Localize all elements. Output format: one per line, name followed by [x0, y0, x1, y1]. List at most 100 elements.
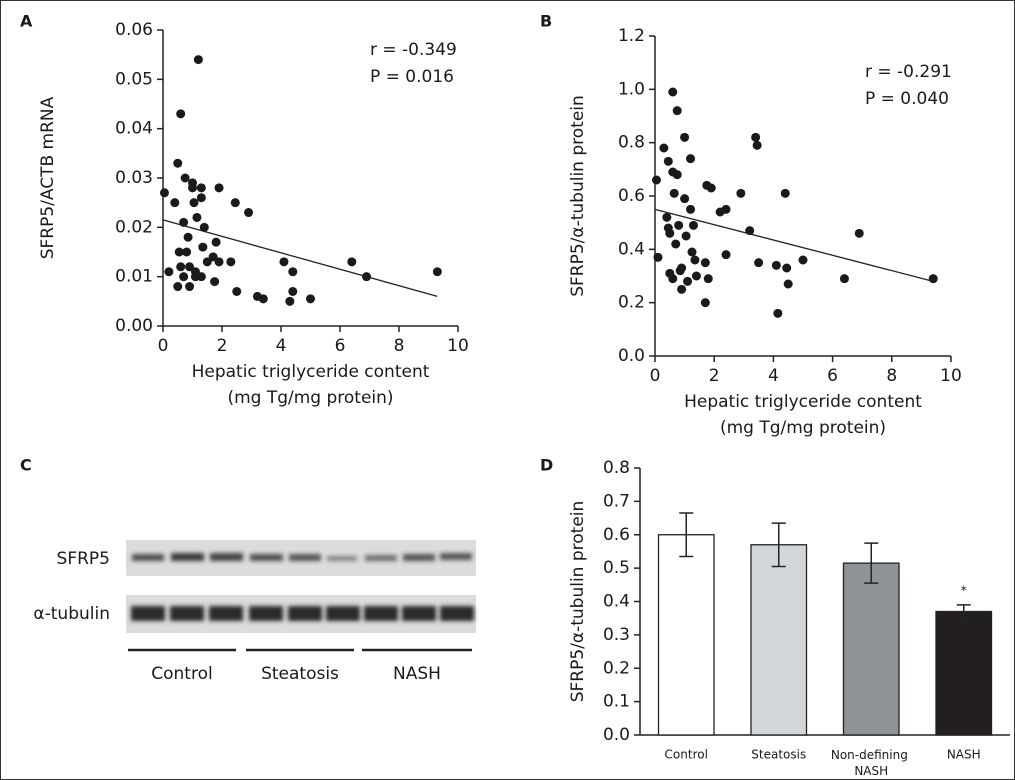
- point: [208, 252, 218, 262]
- y-tick-label: 0.06: [115, 20, 153, 40]
- point: [736, 188, 746, 198]
- x-tick-label: NASH: [947, 748, 981, 762]
- trend-line: [654, 208, 934, 282]
- panel-label: A: [20, 12, 33, 31]
- x-tick-label: 8: [394, 336, 405, 356]
- point: [210, 277, 220, 287]
- point: [183, 232, 193, 242]
- point: [706, 183, 716, 193]
- y-tick-label: 0.01: [115, 267, 153, 287]
- group-label: Control: [151, 664, 212, 684]
- point: [665, 228, 675, 238]
- blot-row-label: α-tubulin: [33, 604, 110, 624]
- point: [773, 308, 783, 318]
- x-tick-label: 10: [447, 336, 469, 356]
- x-tick-label: 0: [650, 366, 661, 386]
- y-axis-title: SFRP5/α-tubulin protein: [568, 501, 588, 703]
- x-tick-label: 0: [158, 336, 169, 356]
- point: [170, 198, 180, 208]
- point: [680, 194, 690, 204]
- error-bar: [956, 604, 971, 619]
- blot-row-label: SFRP5: [57, 549, 110, 569]
- point: [798, 255, 808, 265]
- point: [173, 158, 183, 168]
- point: [686, 204, 696, 214]
- y-tick-label: 0.1: [603, 692, 630, 712]
- point: [754, 258, 764, 268]
- x-axis-title: (mg Tg/mg protein): [720, 418, 886, 438]
- y-tick-label: 0.2: [603, 658, 630, 678]
- point: [782, 263, 792, 273]
- point: [258, 294, 268, 304]
- point: [347, 257, 357, 267]
- point: [306, 294, 315, 304]
- point: [180, 173, 190, 183]
- bar: [935, 610, 993, 736]
- x-tick-label: 6: [827, 366, 838, 386]
- group-label: Steatosis: [261, 664, 339, 684]
- point: [193, 55, 203, 65]
- point: [432, 267, 442, 277]
- point: [700, 298, 710, 308]
- point: [285, 296, 295, 306]
- point: [668, 87, 678, 97]
- point: [839, 274, 849, 284]
- point: [854, 228, 864, 238]
- blot-bands: [131, 553, 474, 621]
- x-tick-label: Steatosis: [751, 748, 806, 762]
- point: [672, 170, 682, 180]
- x-tick-label: 10: [940, 366, 962, 386]
- y-tick-label: 0.05: [115, 69, 153, 89]
- x-tick-label: 6: [335, 336, 346, 356]
- point: [674, 220, 684, 230]
- point: [688, 220, 698, 230]
- error-bar: [864, 542, 879, 584]
- point: [189, 198, 199, 208]
- y-tick-label: 0.7: [603, 491, 630, 511]
- panel-label: C: [20, 456, 32, 475]
- point: [279, 257, 289, 267]
- point: [783, 279, 793, 289]
- point: [159, 188, 169, 198]
- point: [185, 282, 195, 292]
- annotation: r = -0.349: [370, 40, 457, 60]
- y-tick-label: 0.02: [115, 217, 153, 237]
- annotation: P = 0.040: [865, 89, 949, 109]
- point: [164, 267, 174, 277]
- y-tick-label: 0.00: [115, 316, 153, 336]
- y-tick-label: 0.4: [603, 592, 630, 612]
- point: [671, 239, 681, 249]
- y-tick-label: 0.0: [618, 346, 645, 366]
- y-tick-label: 1.0: [618, 79, 645, 99]
- y-tick-label: 0.8: [603, 458, 630, 478]
- point: [244, 208, 254, 218]
- x-axis-title: Hepatic triglyceride content: [192, 362, 430, 382]
- y-tick-label: 0.2: [618, 293, 645, 313]
- panel-label: D: [540, 456, 553, 475]
- y-tick-label: 0.4: [618, 239, 645, 259]
- point: [199, 222, 209, 232]
- point: [188, 178, 197, 188]
- annotation: r = -0.291: [865, 62, 952, 82]
- trend-line: [162, 219, 438, 298]
- y-tick-label: 0.5: [603, 558, 630, 578]
- point: [677, 263, 687, 273]
- point: [687, 247, 697, 257]
- point: [771, 260, 781, 270]
- blot-panel: C SFRP5 α-tubulin Control Steatosis NASH: [20, 456, 476, 684]
- point: [653, 252, 663, 262]
- y-tick-label: 0.3: [603, 625, 630, 645]
- point: [179, 272, 189, 282]
- point: [185, 262, 195, 272]
- point: [232, 286, 242, 296]
- point: [202, 257, 212, 267]
- point: [668, 274, 678, 284]
- point: [192, 212, 202, 222]
- x-tick-label: Control: [665, 748, 708, 762]
- point: [752, 140, 762, 150]
- point: [690, 255, 700, 265]
- point: [214, 257, 224, 267]
- y-tick-label: 0.6: [603, 525, 630, 545]
- point: [214, 183, 224, 193]
